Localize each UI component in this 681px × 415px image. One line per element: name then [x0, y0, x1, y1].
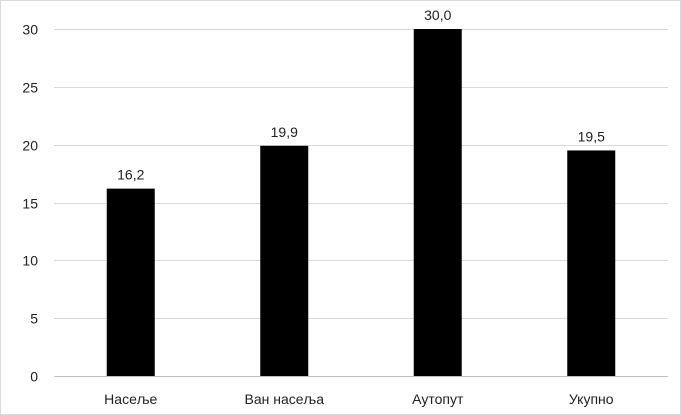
data-label: 16,2	[117, 167, 144, 183]
y-tick-label: 0	[30, 369, 38, 385]
y-tick-label: 30	[22, 22, 38, 38]
y-tick-label: 25	[22, 80, 38, 96]
x-axis-categories: Насеље Ван насеља Аутопут Укупно	[104, 391, 614, 407]
data-label: 30,0	[424, 7, 451, 23]
bar-3	[413, 29, 462, 376]
y-axis-ticks: 0 5 10 15 20 25 30	[22, 22, 38, 385]
y-tick-label: 10	[22, 253, 38, 269]
data-label: 19,9	[271, 124, 298, 140]
y-tick-label: 5	[30, 311, 38, 327]
category-label: Укупно	[569, 391, 614, 407]
bar-4	[567, 150, 616, 376]
data-labels: 16,2 19,9 30,0 19,5	[117, 7, 605, 183]
y-tick-label: 15	[22, 196, 38, 212]
gridlines	[54, 29, 668, 319]
bar-2	[260, 145, 309, 376]
category-label: Насеље	[104, 391, 157, 407]
category-label: Ван насеља	[244, 391, 324, 407]
bar-1	[106, 188, 155, 376]
y-tick-label: 20	[22, 138, 38, 154]
data-label: 19,5	[578, 128, 605, 144]
bars	[106, 29, 616, 376]
category-label: Аутопут	[412, 391, 464, 407]
